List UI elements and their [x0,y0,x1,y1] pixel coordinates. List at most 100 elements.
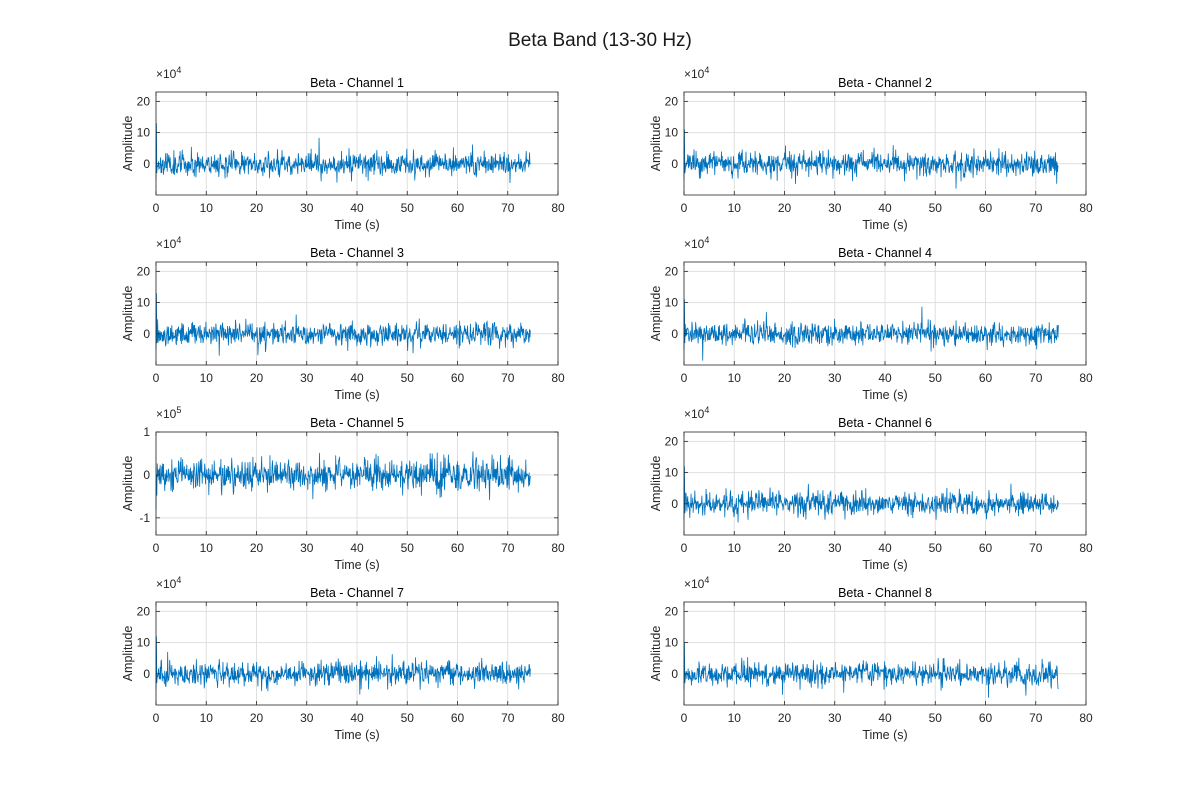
y-tick-label: 0 [671,157,678,171]
y-tick-label: 20 [665,264,679,278]
y-tick-label: 0 [143,327,150,341]
subplot-title: Beta - Channel 8 [838,586,932,600]
x-tick-label: 20 [250,541,264,555]
x-tick-label: 60 [979,201,993,215]
x-tick-label: 10 [728,541,742,555]
x-tick-label: 70 [501,371,515,385]
x-tick-label: 70 [501,201,515,215]
x-tick-label: 50 [401,371,415,385]
x-tick-label: 80 [551,371,565,385]
x-tick-label: 50 [929,711,943,725]
y-tick-label: 0 [671,497,678,511]
x-tick-label: 20 [250,711,264,725]
x-axis-label: Time (s) [862,558,907,572]
x-tick-label: 70 [1029,201,1043,215]
subplot-3: 0 10 20 30 40 50 60 70 80 0 10 20 ×104 Beta - Channel… [121,235,565,402]
y-axis-label: Amplitude [121,286,135,342]
y-axis-label: Amplitude [649,116,663,172]
x-tick-label: 80 [1079,371,1093,385]
y-tick-label: 10 [665,466,679,480]
y-tick-label: 20 [137,604,151,618]
subplot-1: 0 10 20 30 40 50 60 70 80 0 10 20 ×104 Beta - Channel… [121,65,565,232]
x-tick-label: 60 [451,201,465,215]
signal-trace [683,466,1059,523]
subplot-title: Beta - Channel 7 [310,586,404,600]
y-tick-label: 1 [143,425,150,439]
y-tick-label: 20 [665,94,679,108]
x-tick-label: 0 [681,201,688,215]
subplot-2: 0 10 20 30 40 50 60 70 80 0 10 20 ×104 Beta - Channel… [649,65,1093,232]
x-tick-label: 10 [200,541,214,555]
x-tick-label: 80 [551,541,565,555]
y-axis-label: Amplitude [649,626,663,682]
x-axis-label: Time (s) [862,388,907,402]
y-tick-label: 10 [665,636,679,650]
y-exponent-label: ×104 [156,235,181,251]
x-tick-label: 30 [300,711,314,725]
y-exponent-label: ×104 [684,405,709,421]
x-tick-label: 10 [728,201,742,215]
x-tick-label: 10 [728,711,742,725]
x-tick-label: 80 [1079,541,1093,555]
x-tick-label: 0 [681,711,688,725]
x-tick-label: 50 [929,201,943,215]
x-tick-label: 80 [551,711,565,725]
x-tick-label: 30 [828,371,842,385]
x-tick-label: 70 [501,711,515,725]
subplot-title: Beta - Channel 1 [310,76,404,90]
x-tick-label: 30 [300,201,314,215]
x-tick-label: 70 [1029,711,1043,725]
x-axis-label: Time (s) [334,558,379,572]
x-tick-label: 40 [878,711,892,725]
y-axis-label: Amplitude [121,116,135,172]
x-tick-label: 40 [350,371,364,385]
x-tick-label: 10 [200,201,214,215]
x-tick-label: 40 [878,201,892,215]
x-tick-label: 40 [350,711,364,725]
x-tick-label: 40 [350,201,364,215]
x-tick-label: 10 [728,371,742,385]
x-axis-label: Time (s) [862,218,907,232]
y-tick-label: 10 [137,126,151,140]
signal-trace [155,636,531,695]
figure-title: Beta Band (13-30 Hz) [508,30,692,51]
x-tick-label: 0 [153,371,160,385]
x-tick-label: 20 [778,711,792,725]
x-tick-label: 40 [878,541,892,555]
x-tick-label: 30 [300,541,314,555]
y-exponent-label: ×104 [156,575,181,591]
x-tick-label: 30 [828,711,842,725]
x-tick-label: 70 [501,541,515,555]
subplot-6: 0 10 20 30 40 50 60 70 80 0 10 20 ×104 Beta - Channel… [649,405,1093,572]
y-tick-label: 0 [671,327,678,341]
x-tick-label: 60 [451,711,465,725]
y-tick-label: 20 [665,604,679,618]
y-tick-label: 0 [143,157,150,171]
x-tick-label: 0 [681,541,688,555]
x-tick-label: 70 [1029,371,1043,385]
y-exponent-label: ×104 [684,235,709,251]
signal-trace [683,129,1059,189]
x-tick-label: 20 [778,541,792,555]
subplot-title: Beta - Channel 3 [310,246,404,260]
signal-trace [683,299,1059,361]
signal-trace [155,451,531,510]
x-tick-label: 70 [1029,541,1043,555]
subplot-8: 0 10 20 30 40 50 60 70 80 0 10 20 ×104 Beta - Channel… [649,575,1093,742]
y-exponent-label: ×105 [156,405,181,421]
x-tick-label: 60 [979,541,993,555]
signal-trace [683,642,1059,698]
x-tick-label: 60 [451,541,465,555]
y-tick-label: 20 [137,264,151,278]
x-tick-label: 50 [929,371,943,385]
x-axis-label: Time (s) [334,388,379,402]
x-tick-label: 20 [250,201,264,215]
y-tick-label: 10 [665,126,679,140]
x-tick-label: 0 [153,541,160,555]
x-tick-label: 0 [153,711,160,725]
x-tick-label: 40 [350,541,364,555]
x-tick-label: 50 [401,711,415,725]
x-tick-label: 50 [401,201,415,215]
x-tick-label: 40 [878,371,892,385]
y-axis-label: Amplitude [649,456,663,512]
